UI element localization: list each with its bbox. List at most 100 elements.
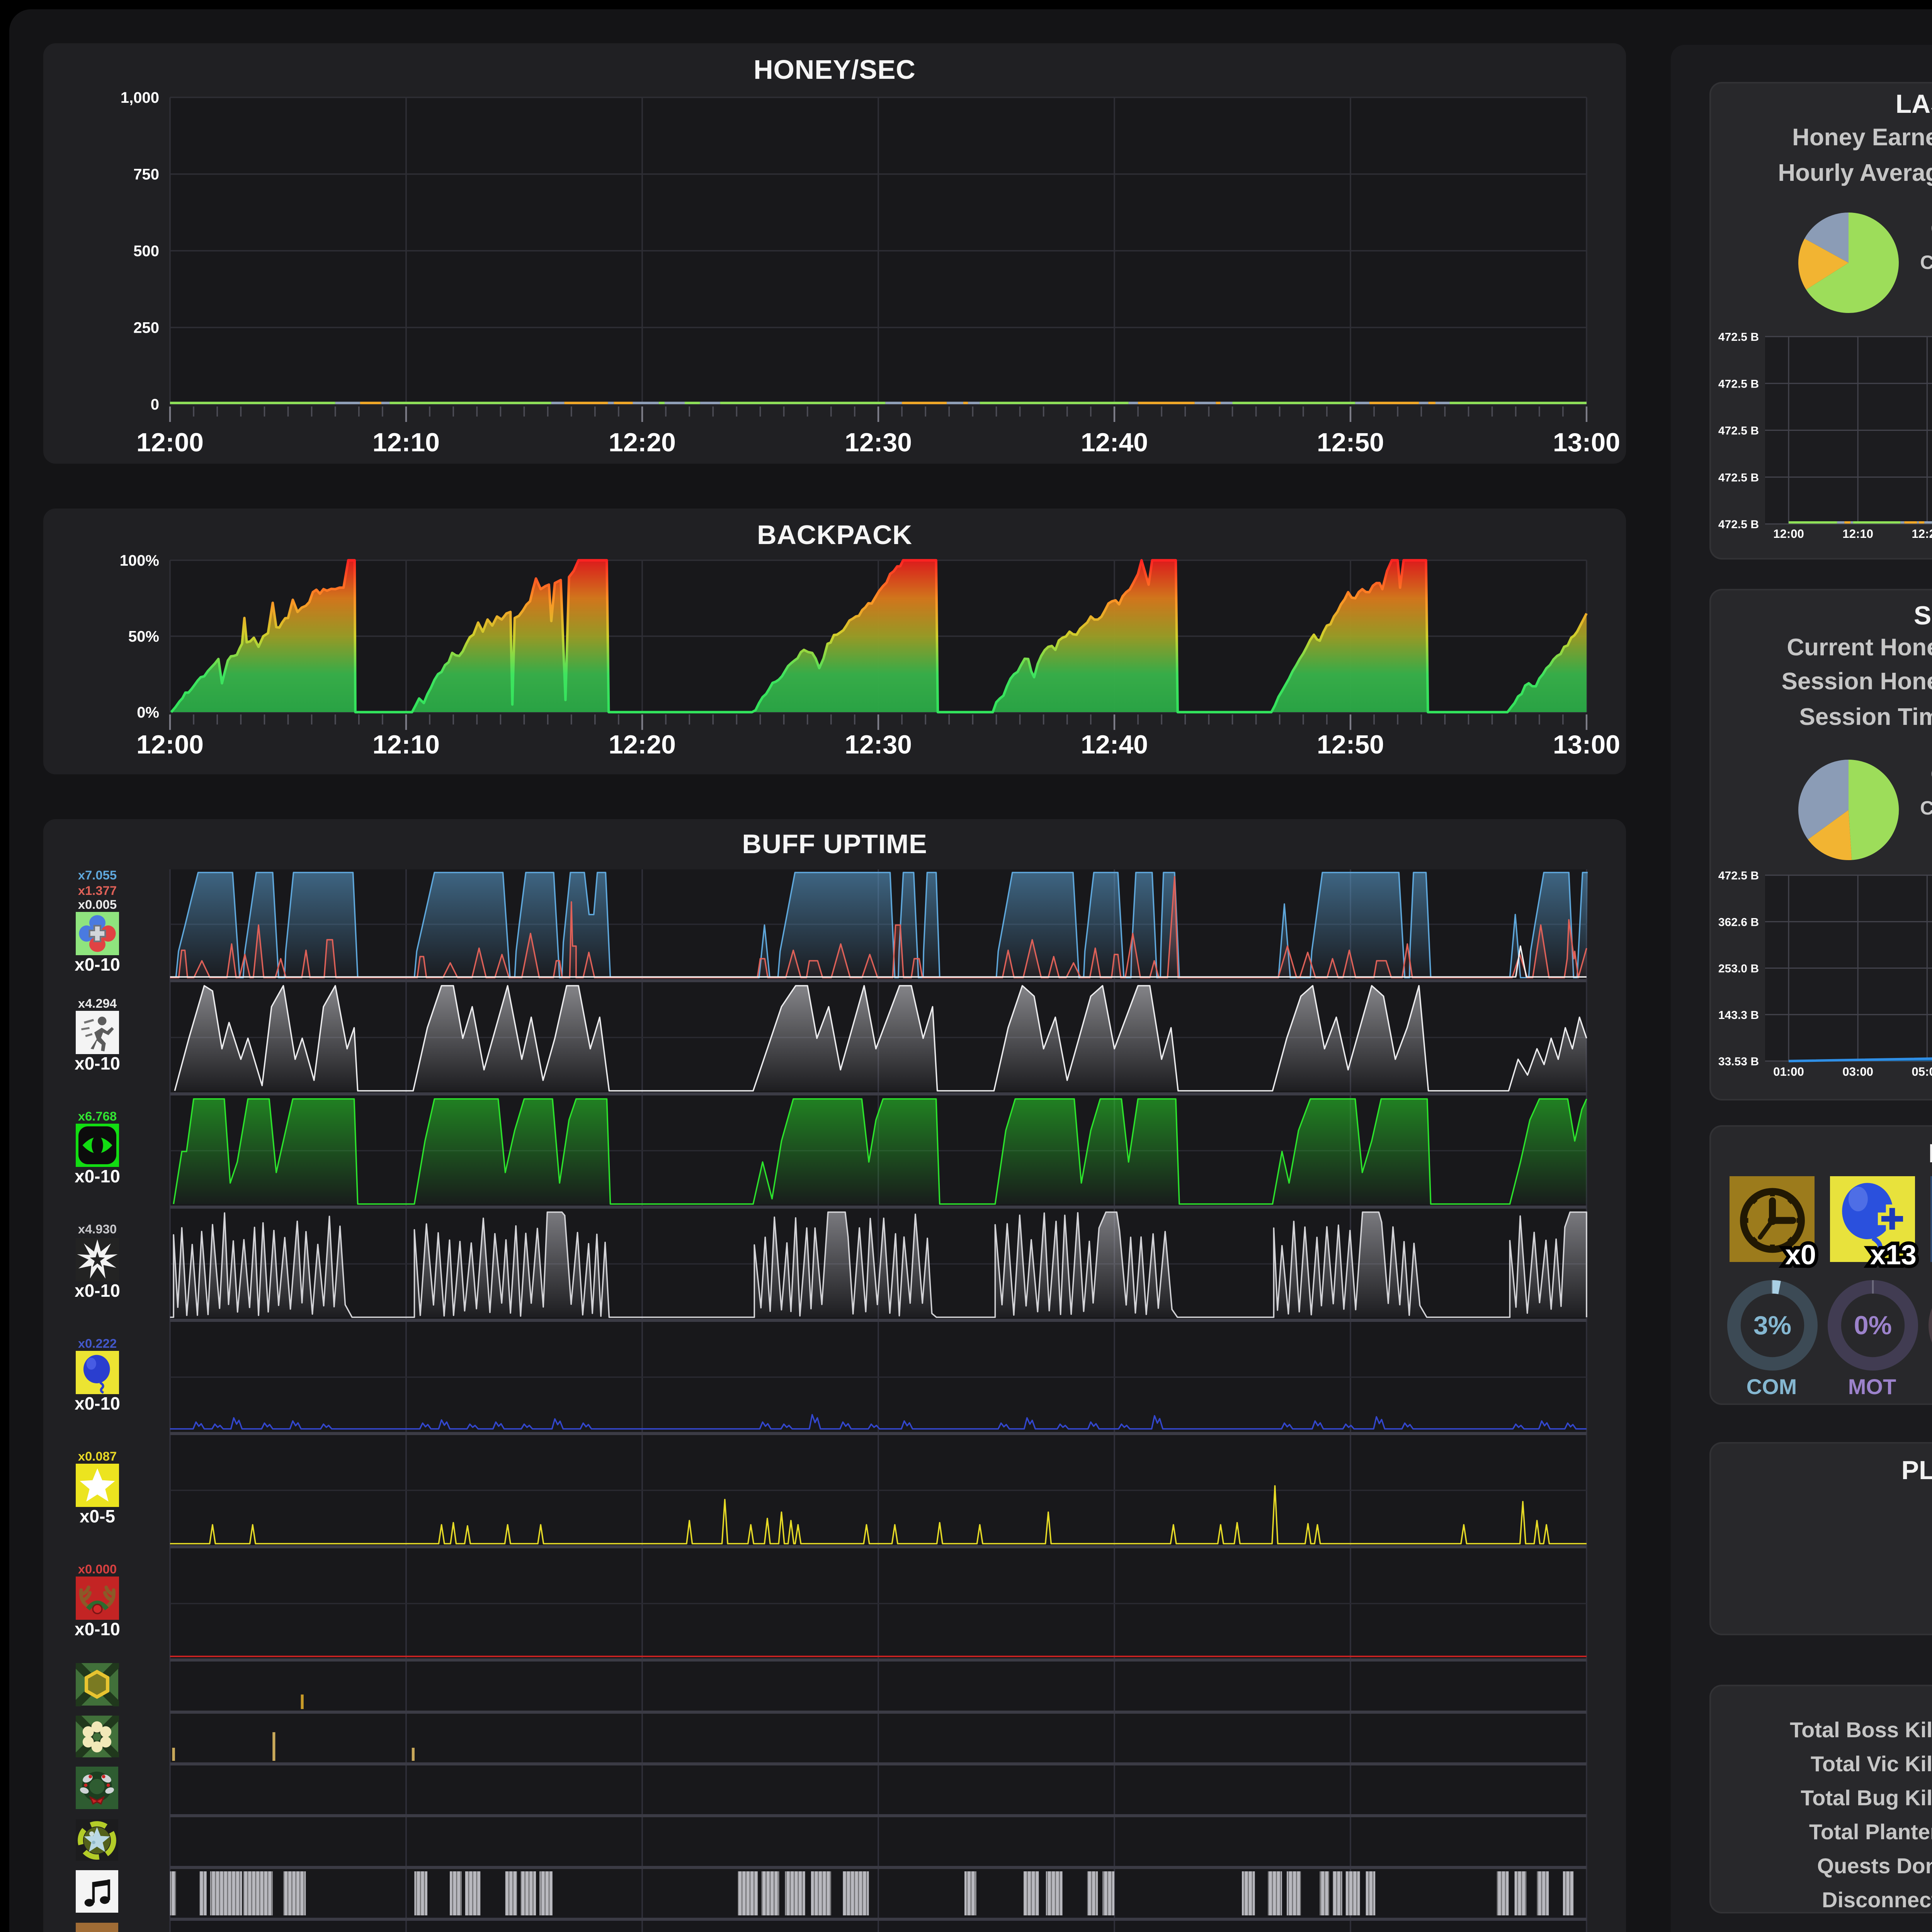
- svg-text:12:10: 12:10: [372, 730, 440, 759]
- buff-range-label: x0-5: [79, 1509, 116, 1527]
- backpack-panel: BACKPACK 100% 50% 0% 12:00 12:10 12:20 12:30 12…: [43, 509, 1626, 774]
- buff-multiplier-label: x0.222: [78, 1336, 117, 1350]
- buff-row-ring-star: [54, 1816, 141, 1864]
- stats-label: Total Bug Kills: [1801, 1785, 1932, 1810]
- svg-text:0: 0: [151, 396, 159, 413]
- buff-row-focus: x7.055 x1.377 x0.005 x0-10: [54, 868, 141, 978]
- gauge-label-sat: SAT: [1911, 1373, 1932, 1398]
- ring-star-icon: [76, 1819, 119, 1861]
- buff-row-star: x0.087 x0-5: [54, 1434, 141, 1544]
- buff-multiplier-label: x7.055: [78, 869, 117, 883]
- hourly-average-row: Hourly Average 8.051 B (-2%): [1710, 158, 1932, 189]
- buff-row-burst: x4.930 x0-10: [54, 1208, 141, 1317]
- legend-row-convert: Convert08:51:5416%: [1710, 798, 1932, 821]
- buff-row-bear: [54, 1919, 141, 1932]
- legend-label: Convert: [1920, 798, 1932, 821]
- buff-multiplier-label: x0.005: [78, 898, 117, 912]
- buff-row-wreath: [54, 1764, 141, 1813]
- stats-row: Total Boss Kills0: [1710, 1715, 1932, 1743]
- svg-text:12:00: 12:00: [136, 428, 204, 457]
- session-time-row: Session Time 58:15:00: [1710, 704, 1932, 735]
- stats-row: Total Bug Kills94913: [1710, 1783, 1932, 1811]
- svg-text:01:00: 01:00: [1772, 1065, 1803, 1078]
- svg-text:12:10: 12:10: [1842, 527, 1872, 541]
- svg-text:1,000: 1,000: [121, 89, 159, 106]
- stats-row: Total Planters0: [1710, 1818, 1932, 1845]
- legend-label: Gather: [1931, 217, 1932, 240]
- buffs-gauges: 3%0%0%0%0%: [1726, 1280, 1932, 1371]
- star-icon: [76, 1464, 119, 1507]
- gauge-label-com: COM: [1746, 1373, 1797, 1398]
- buff-row-haste: x4.294 x0-10: [54, 981, 141, 1091]
- reindeer-icon: [76, 1577, 119, 1621]
- legend-row-gather: Gather00:39:2966%: [1710, 217, 1932, 240]
- music-icon: [76, 1871, 119, 1913]
- gauge-label-mot: MOT: [1848, 1373, 1896, 1398]
- planters-title: PLANTERS: [1901, 1455, 1932, 1485]
- buff-range-label: x0-10: [75, 1282, 120, 1301]
- session-card: SESSION Current Honey 472.5 B Session Ho…: [1709, 589, 1932, 1100]
- buff-row-flower-mark: [54, 1709, 141, 1764]
- svg-text:12:10: 12:10: [372, 428, 440, 457]
- session-title: SESSION: [1913, 601, 1932, 631]
- burst-icon: [76, 1237, 119, 1281]
- svg-text:12:20: 12:20: [609, 428, 676, 457]
- planters-card: PLANTERS: [1709, 1442, 1932, 1635]
- svg-text:3%: 3%: [1753, 1311, 1791, 1340]
- honey-earned-row: Honey Earned 0: [1710, 123, 1932, 154]
- session-honey-label: Session Honey: [1781, 670, 1932, 696]
- svg-text:33.53 B: 33.53 B: [1718, 1055, 1758, 1068]
- buff-row-reindeer: x0.000 x0-10: [54, 1547, 141, 1657]
- stats-row: Disconnects0: [1710, 1886, 1932, 1914]
- last-hour-card: LAST HOUR Honey Earned 0 Hourly Average …: [1709, 82, 1932, 560]
- session-pie-chart: [1798, 759, 1898, 860]
- buff-count: x13 x13: [1867, 1237, 1920, 1272]
- svg-text:0%: 0%: [137, 704, 159, 721]
- legend-row-convert: Convert00:10:2017%: [1710, 251, 1932, 274]
- buff-uptime-panel: BUFF UPTIME 12:0012:1012:2012:3012:4012:…: [43, 819, 1626, 1932]
- backpack-chart: 100% 50% 0% 12:00 12:10 12:20 12:30 12:40 12:50 1…: [120, 552, 1620, 759]
- honey-per-sec-chart: 1,000 750 500 250 0 12:00 12:10 12:20 12:30 12:40…: [121, 89, 1620, 457]
- svg-text:50%: 50%: [128, 628, 159, 645]
- stats-card: STATS Total Boss Kills0Total Vic Kills0T…: [1709, 1685, 1932, 1913]
- svg-text:472.5 B: 472.5 B: [1718, 425, 1758, 437]
- current-honey-row: Current Honey 472.5 B: [1710, 633, 1932, 664]
- svg-text:472.5 B: 472.5 B: [1718, 869, 1758, 882]
- last-hour-chart: 472.5 B 472.5 B 472.5 B 472.5 B 472.5 B 12:00…: [1718, 331, 1932, 541]
- honey-per-sec-panel: HONEY/SEC 1,000 750 500 250 0 12:00 12:10 12:20…: [43, 43, 1626, 464]
- svg-text:12:00: 12:00: [136, 730, 204, 759]
- buff-range-label: x0-10: [75, 1395, 120, 1414]
- buff-range-label: x0-10: [75, 957, 120, 976]
- svg-text:100%: 100%: [120, 552, 159, 569]
- buff-row-oil: x6.768 x0-10: [54, 1094, 141, 1204]
- svg-text:13:00: 13:00: [1553, 730, 1620, 759]
- buff-range-label: x0-10: [75, 1169, 120, 1188]
- svg-text:12:40: 12:40: [1081, 730, 1148, 759]
- backpack-title: BACKPACK: [757, 519, 912, 549]
- svg-text:362.6 B: 362.6 B: [1718, 916, 1758, 929]
- buff-multiplier-label: x6.768: [78, 1110, 117, 1124]
- hex-mark-icon: [70, 1658, 124, 1712]
- stats-row: Total Vic Kills0: [1710, 1749, 1932, 1777]
- svg-text:12:20: 12:20: [1911, 527, 1932, 541]
- svg-text:12:20: 12:20: [609, 730, 676, 759]
- buffs-title: BUFFS: [1710, 1138, 1932, 1169]
- session-honey-row: Session Honey 469.0 B: [1710, 668, 1932, 699]
- svg-text:472.5 B: 472.5 B: [1718, 471, 1758, 484]
- buff-row-music: [54, 1867, 141, 1916]
- buff-count: x0 x0: [1782, 1237, 1820, 1272]
- honey-earned-label: Honey Earned: [1792, 125, 1932, 151]
- bear-icon: [76, 1922, 119, 1932]
- session-chart: 472.5 B 362.6 B 253.0 B 143.3 B 33.53 B 01:00…: [1718, 869, 1932, 1078]
- buff-balloon-plus: x13 x13: [1829, 1176, 1920, 1272]
- svg-text:0%: 0%: [1853, 1311, 1891, 1340]
- svg-text:12:30: 12:30: [845, 428, 912, 457]
- buff-multiplier-label: x1.377: [78, 883, 117, 898]
- svg-text:12:00: 12:00: [1772, 527, 1803, 541]
- current-honey-label: Current Honey: [1787, 635, 1932, 661]
- svg-text:03:00: 03:00: [1842, 1065, 1872, 1078]
- page-background: HONEY/SEC 1,000 750 500 250 0 12:00 12:10 12:20…: [9, 9, 1932, 1932]
- focus-icon: [76, 912, 119, 956]
